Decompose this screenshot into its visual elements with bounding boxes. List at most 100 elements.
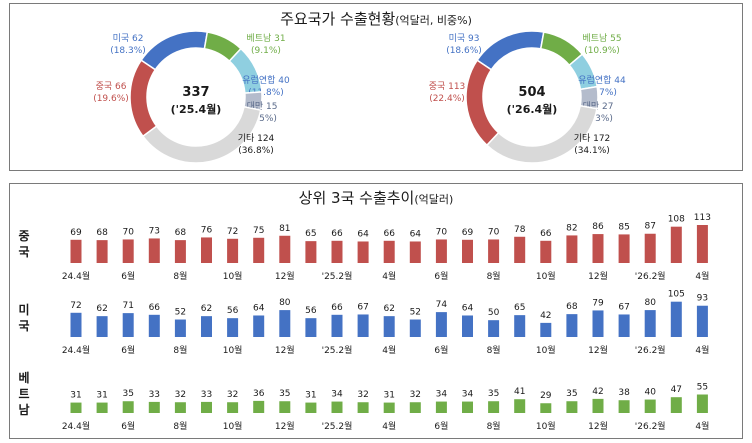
donut-slice-usa [140, 30, 209, 71]
bar-value-label: 113 [694, 213, 711, 223]
bar-china [592, 234, 604, 263]
x-tick-label: 6월 [434, 344, 448, 356]
bar-usa [566, 314, 578, 337]
donut-share-other: (34.1%) [574, 146, 610, 156]
x-tick-label: '25.2월 [322, 344, 353, 356]
x-tick-label: 10월 [536, 344, 556, 356]
x-tick-label: 6월 [121, 270, 135, 282]
donut-slice-usa [476, 30, 545, 71]
x-tick-label: 10월 [536, 270, 556, 282]
bar-china [70, 239, 82, 263]
donut-label-other: 기타 172 [574, 133, 611, 144]
x-tick-label: '26.2월 [635, 420, 666, 432]
bar-china [435, 239, 447, 263]
donut-label-other: 기타 124 [238, 133, 275, 144]
bar-vietnam [357, 402, 369, 413]
x-tick-label: 6월 [121, 420, 135, 432]
bar-china [253, 237, 265, 263]
bar-usa [305, 318, 317, 337]
bar-china [227, 238, 239, 263]
bar-value-label: 79 [592, 298, 604, 308]
bar-value-label: 80 [644, 298, 656, 308]
bar-vietnam [227, 402, 239, 413]
bar-value-label: 42 [540, 311, 551, 321]
export-status-title-unit: (억달러, 비중%) [395, 14, 472, 27]
x-tick-label: 8월 [173, 344, 187, 356]
bar-usa [462, 315, 473, 337]
donut-label-taiwan: 대만 27 [583, 101, 614, 112]
bar-vietnam [618, 400, 630, 413]
bar-value-label: 64 [253, 303, 265, 313]
bar-value-label: 34 [436, 390, 448, 400]
bar-china [670, 226, 682, 263]
bar-usa [148, 314, 160, 337]
bar-value-label: 69 [462, 228, 474, 238]
bar-value-label: 66 [383, 229, 395, 239]
x-tick-label: 4월 [382, 420, 396, 432]
donut-label-vietnam: 베트남 55 [582, 33, 621, 44]
bar-vietnam [253, 400, 265, 413]
bar-usa [331, 314, 343, 337]
bar-value-label: 56 [227, 306, 239, 316]
bar-vietnam [514, 399, 526, 413]
donut-share-eu: (8.7%) [587, 88, 617, 98]
trend-series-usa: 미국 72 62 71 66 52 62 56 64 80 56 66 67 62 52 74 64 50 65 42… [18, 290, 709, 356]
x-tick-label: 12월 [275, 344, 295, 356]
bar-vietnam [409, 402, 421, 413]
donut-label-china: 중국 113 [429, 81, 466, 92]
donut-label-vietnam: 베트남 31 [246, 33, 285, 44]
bar-value-label: 36 [253, 389, 265, 399]
donut-label-china: 중국 66 [96, 81, 127, 92]
bar-value-label: 86 [592, 222, 604, 232]
bar-value-label: 50 [488, 308, 500, 318]
bar-value-label: 31 [383, 391, 394, 401]
bar-usa [696, 305, 708, 337]
bar-china [279, 235, 291, 263]
export-status-title-main: 주요국가 수출현황 [280, 10, 396, 28]
bar-vietnam [70, 402, 82, 413]
bar-value-label: 87 [644, 222, 655, 232]
export-status-title: 주요국가 수출현황(억달러, 비중%) [10, 8, 742, 29]
bar-value-label: 68 [566, 302, 578, 312]
x-tick-label: 12월 [588, 344, 608, 356]
bar-value-label: 74 [436, 300, 448, 310]
bar-value-label: 82 [566, 223, 577, 233]
x-tick-label: 10월 [536, 420, 556, 432]
bar-usa [514, 315, 526, 337]
bar-vietnam [305, 402, 317, 413]
bar-china [357, 241, 369, 263]
bar-value-label: 66 [331, 229, 343, 239]
bar-usa [279, 310, 291, 337]
donut-center-value: 337 [182, 85, 209, 100]
bar-value-label: 73 [149, 226, 160, 236]
bar-value-label: 68 [96, 228, 108, 238]
bar-vietnam [462, 401, 473, 413]
bar-value-label: 70 [122, 227, 134, 237]
x-tick-label: 6월 [434, 420, 448, 432]
bar-value-label: 105 [668, 290, 685, 300]
x-tick-label: 4월 [382, 344, 396, 356]
donut-share-taiwan: (4.5%) [247, 114, 277, 124]
bar-china [174, 240, 186, 263]
bar-value-label: 66 [331, 303, 343, 313]
bar-usa [201, 316, 212, 337]
x-tick-label: 10월 [223, 420, 243, 432]
x-tick-label: 6월 [434, 270, 448, 282]
bar-value-label: 55 [697, 383, 708, 393]
bar-usa [488, 320, 500, 337]
bar-usa [357, 314, 369, 337]
bar-usa [70, 312, 82, 337]
bar-usa [122, 313, 134, 337]
bar-china [122, 239, 134, 263]
x-tick-label: 12월 [275, 420, 295, 432]
bar-value-label: 81 [279, 224, 290, 234]
bar-china [514, 236, 526, 263]
bar-value-label: 35 [122, 389, 133, 399]
x-tick-label: 4월 [695, 344, 709, 356]
bar-china [331, 240, 343, 263]
bar-usa [618, 314, 630, 337]
x-tick-label: 12월 [275, 270, 295, 282]
bar-value-label: 108 [668, 215, 685, 225]
bar-value-label: 42 [592, 387, 603, 397]
bar-vietnam [540, 403, 552, 413]
